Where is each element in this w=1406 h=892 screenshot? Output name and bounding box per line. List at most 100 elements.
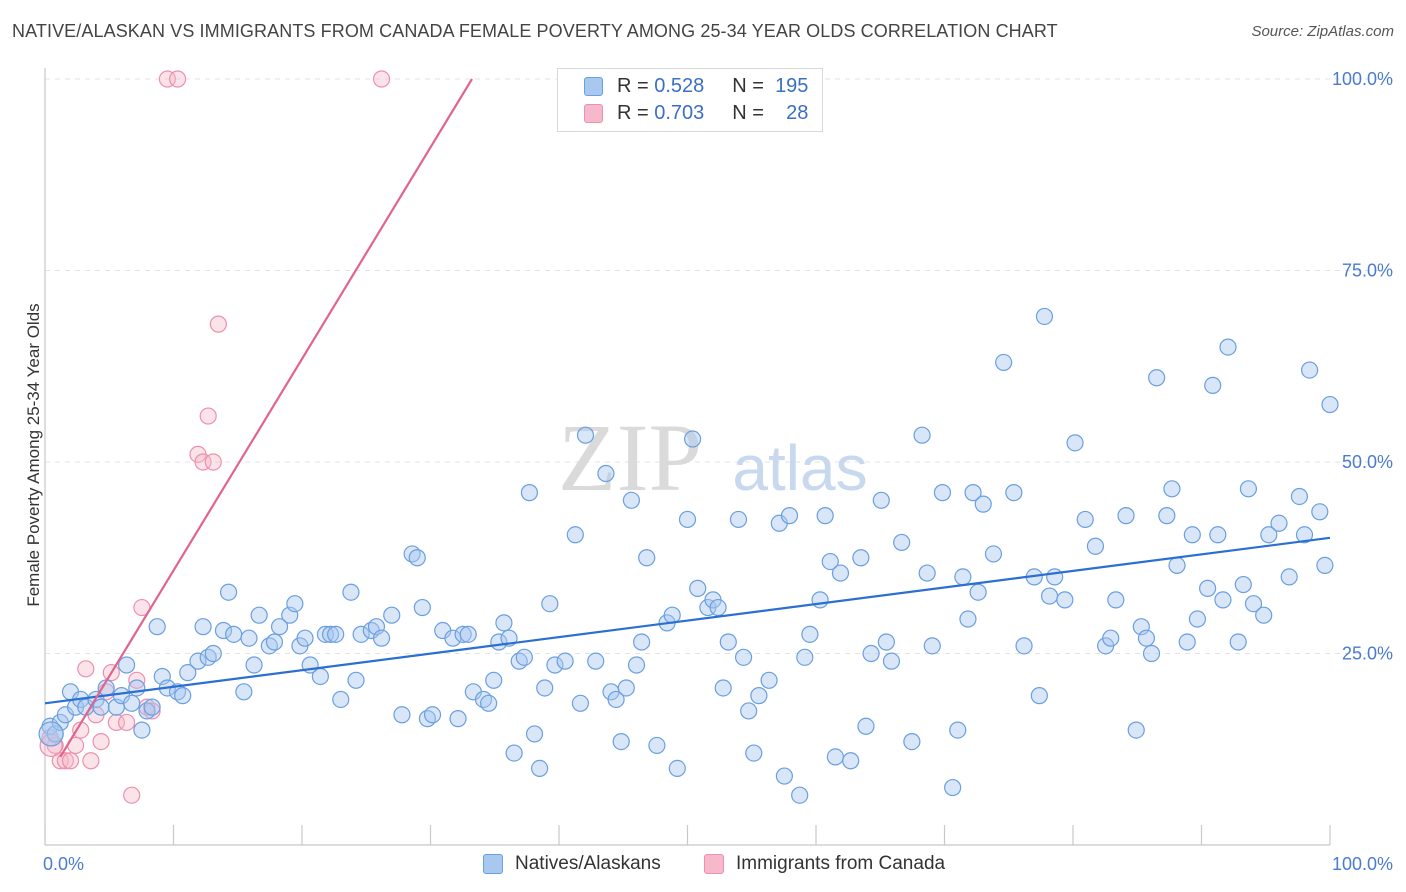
natives-point (556, 652, 574, 670)
natives-point (984, 545, 1003, 563)
natives-point (413, 598, 431, 617)
natives-point (821, 552, 839, 571)
natives-swatch (584, 76, 603, 96)
natives-point (683, 430, 702, 448)
natives-point (1199, 579, 1217, 597)
canada-trendline (59, 78, 473, 758)
natives-point (872, 491, 890, 509)
natives-point (143, 698, 161, 716)
natives-point (923, 637, 941, 655)
natives-point (1117, 507, 1135, 525)
canada-point (51, 752, 69, 770)
legend-row-natives: R = 0.528 N = 195 (584, 73, 808, 99)
natives-point (1311, 503, 1329, 521)
legend-item-canada[interactable]: Immigrants from Canada (704, 853, 945, 875)
r-label: R = (617, 74, 649, 97)
natives-point (449, 710, 467, 728)
natives-point (995, 353, 1013, 372)
y-tick-label-50: 50.0% (1342, 452, 1393, 472)
natives-point (566, 526, 584, 544)
natives-point (133, 721, 151, 739)
natives-point-cluster (38, 721, 64, 747)
chart-title: NATIVE/ALASKAN VS IMMIGRANTS FROM CANADA… (12, 21, 1058, 41)
natives-point (1158, 507, 1176, 525)
natives-point (1030, 687, 1048, 705)
natives-point (974, 495, 992, 513)
natives-point (944, 778, 962, 797)
natives-point (949, 721, 967, 739)
natives-point (92, 698, 110, 716)
natives-point (240, 629, 258, 647)
natives-points (38, 307, 1339, 804)
natives-point (393, 706, 411, 724)
r-value-canada: 0.703 (654, 101, 705, 124)
natives-point (678, 510, 697, 529)
canada-point (77, 660, 95, 678)
natives-point (607, 690, 625, 709)
natives-point (709, 598, 727, 617)
natives-point (1178, 633, 1196, 651)
natives-point (826, 748, 844, 766)
natives-point (265, 633, 284, 651)
natives-point (780, 507, 799, 525)
natives-point (1295, 526, 1314, 544)
natives-point (286, 595, 304, 613)
natives-point (204, 644, 222, 663)
canada-swatch (584, 103, 603, 123)
natives-point (1204, 376, 1222, 394)
natives-point (485, 671, 503, 689)
natives-point (495, 614, 513, 632)
bottom-legend: Natives/Alaskans Immigrants from Canada (0, 853, 1406, 877)
natives-point (612, 732, 630, 751)
tick-labels: 25.0% 50.0% 75.0% 100.0% 0.0% 100.0% (43, 69, 1393, 874)
natives-point (852, 549, 870, 567)
natives-point (423, 706, 442, 724)
natives-point (179, 664, 197, 682)
natives-point (775, 767, 793, 785)
legend-item-natives[interactable]: Natives/Alaskans (483, 853, 661, 875)
natives-trendline (44, 536, 1331, 705)
natives-point (316, 625, 335, 643)
natives-point (831, 564, 850, 582)
natives-point (714, 679, 732, 697)
natives-point (1301, 361, 1319, 379)
natives-point (1234, 575, 1252, 594)
natives-point (857, 717, 875, 735)
natives-point (587, 652, 605, 670)
natives-point (454, 625, 472, 643)
natives-point (520, 484, 539, 502)
natives-point (459, 625, 477, 643)
natives-point (332, 690, 350, 709)
natives-point (372, 629, 391, 647)
canada-point (92, 732, 110, 751)
natives-point (1015, 637, 1033, 655)
canada-point (117, 713, 136, 732)
natives-point (311, 667, 329, 686)
natives-point (750, 687, 768, 705)
n-label: N = (732, 101, 764, 124)
canada-point (209, 315, 227, 333)
natives-point (811, 591, 829, 609)
natives-point (903, 732, 921, 751)
natives-point (1316, 556, 1334, 575)
x-tick-label-max: 100.0% (1332, 854, 1393, 874)
natives-point (148, 618, 166, 636)
natives-point (1066, 434, 1084, 452)
natives-point (219, 583, 238, 601)
natives-point (1046, 568, 1064, 586)
natives-point (1214, 591, 1232, 609)
natives-point (1127, 721, 1145, 739)
natives-point (531, 759, 549, 778)
natives-point (1244, 595, 1263, 613)
natives-point (801, 625, 819, 643)
natives-point (321, 625, 340, 643)
natives-point (1260, 526, 1278, 544)
natives-point (740, 702, 758, 720)
natives-point (622, 491, 641, 509)
natives-point (796, 648, 814, 666)
natives-point (245, 656, 263, 674)
natives-point (877, 633, 895, 651)
natives-legend-label: Natives/Alaskans (515, 853, 661, 874)
natives-point (648, 736, 666, 755)
